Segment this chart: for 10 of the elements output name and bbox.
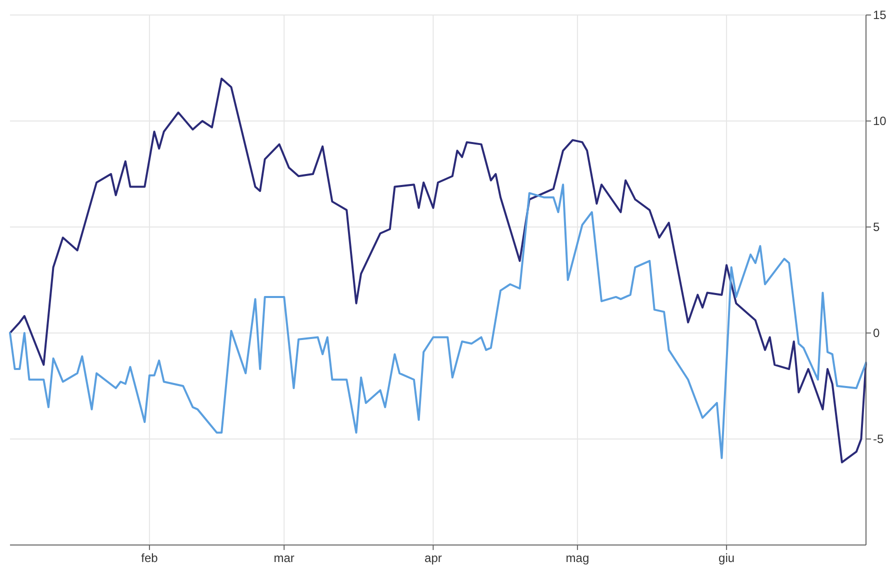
y-tick-label: -5 bbox=[873, 432, 884, 446]
x-tick-label: mag bbox=[566, 551, 590, 565]
x-tick-label: feb bbox=[141, 551, 158, 565]
y-tick-label: 15 bbox=[873, 8, 887, 22]
y-tick-label: 10 bbox=[873, 114, 887, 128]
y-tick-label: 5 bbox=[873, 220, 880, 234]
x-tick-label: mar bbox=[274, 551, 294, 565]
x-tick-label: giu bbox=[718, 551, 735, 565]
x-tick-label: apr bbox=[424, 551, 442, 565]
y-tick-label: 0 bbox=[873, 326, 880, 340]
